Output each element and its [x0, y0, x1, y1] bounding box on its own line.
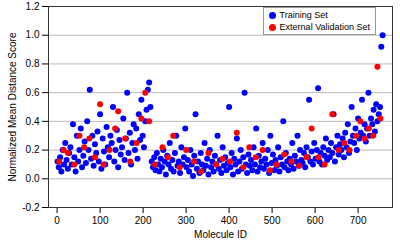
html-text:Training Set: Training Set — [279, 10, 328, 20]
svg-text:Molecule ID: Molecule ID — [194, 229, 247, 240]
svg-text:Normalized Mean Distance Score: Normalized Mean Distance Score — [7, 32, 18, 181]
svg-text:0.8: 0.8 — [26, 58, 40, 69]
svg-text:400: 400 — [221, 215, 238, 226]
svg-text:1.0: 1.0 — [26, 29, 40, 40]
svg-text:300: 300 — [178, 215, 195, 226]
svg-text:500: 500 — [264, 215, 281, 226]
svg-text:600: 600 — [307, 215, 324, 226]
svg-text:0.2: 0.2 — [26, 144, 40, 155]
svg-text:0.4: 0.4 — [26, 116, 40, 127]
svg-text:0: 0 — [54, 215, 60, 226]
svg-text:700: 700 — [350, 215, 367, 226]
svg-text:100: 100 — [92, 215, 109, 226]
svg-text:0.6: 0.6 — [26, 87, 40, 98]
html-text:External Validation Set: External Validation Set — [279, 22, 370, 32]
svg-text:-0.2: -0.2 — [22, 202, 40, 213]
svg-text:1.2: 1.2 — [26, 1, 40, 12]
svg-text:200: 200 — [135, 215, 152, 226]
svg-text:0.0: 0.0 — [26, 173, 40, 184]
